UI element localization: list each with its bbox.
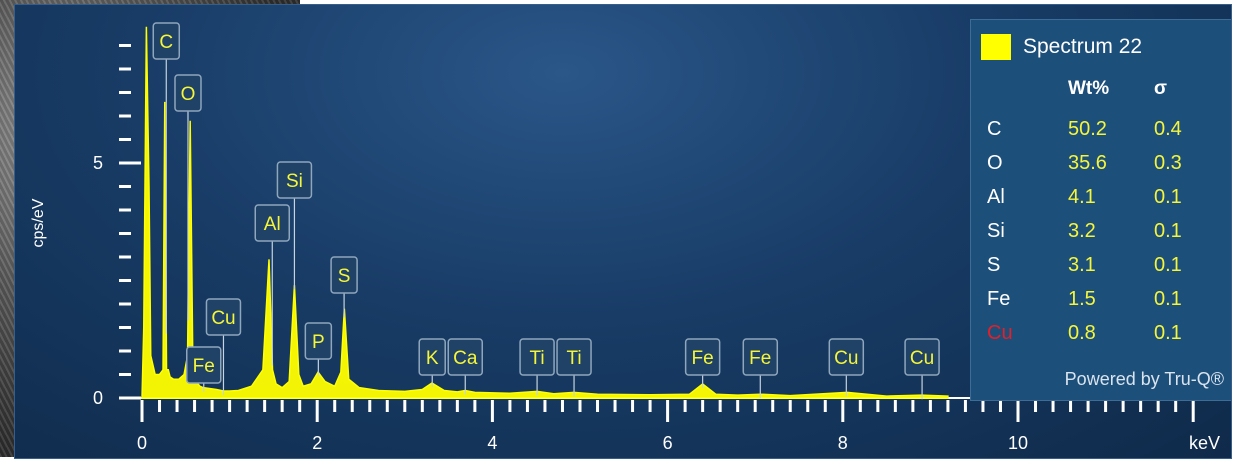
legend-element: Cu <box>987 322 1013 344</box>
peak-label-box <box>330 256 358 294</box>
peak-label: Si <box>286 171 303 192</box>
legend-element: O <box>987 152 1003 174</box>
legend-swatch <box>981 34 1011 60</box>
spectrum-plot-panel: 0 5 cps/eV 0 2 4 6 8 10 keV C O Fe Cu Al Si P S K Ca Ti Ti Fe F… <box>14 4 1232 459</box>
legend-element: Al <box>987 186 1005 208</box>
peak-label: Fe <box>193 356 215 377</box>
legend-sigma-value: 0.1 <box>1154 322 1182 344</box>
spectrum-series <box>141 26 949 399</box>
peak-label: Ti <box>566 348 581 369</box>
legend-element: Fe <box>987 288 1011 310</box>
legend-sigma-value: 0.4 <box>1154 118 1182 140</box>
legend-wt-value: 0.8 <box>1068 322 1096 344</box>
peak-label-box <box>684 338 721 376</box>
x-tick-label: 6 <box>663 433 673 453</box>
peak-label-box <box>556 338 592 376</box>
x-tick-label: 8 <box>838 433 848 453</box>
legend-row: S 3.1 0.1 <box>971 254 1231 288</box>
peak-label: S <box>338 266 351 287</box>
legend-wt-value: 1.5 <box>1068 288 1096 310</box>
x-tick-label: 4 <box>487 433 497 453</box>
peak-label: Cu <box>834 348 858 369</box>
legend-sigma-value: 0.1 <box>1154 254 1182 276</box>
legend-sigma-value: 0.1 <box>1154 186 1182 208</box>
y-axis-title: cps/eV <box>30 198 47 247</box>
peak-label-box <box>152 22 181 60</box>
powered-by-text: Powered by Tru-Q® <box>1064 369 1224 389</box>
legend-header-sigma: σ <box>1154 78 1167 99</box>
peak-label-box <box>205 298 242 336</box>
peak-label: P <box>312 332 325 353</box>
peak-label-box <box>519 338 555 376</box>
y-tick-label: 5 <box>93 153 103 173</box>
x-tick-label: 2 <box>312 433 322 453</box>
legend-element: Si <box>987 220 1005 242</box>
legend-wt-value: 35.6 <box>1068 152 1107 174</box>
peak-label: Ti <box>530 348 545 369</box>
peak-label: Al <box>264 214 281 235</box>
legend-sigma-value: 0.3 <box>1154 152 1182 174</box>
peak-label-box <box>828 338 865 376</box>
peak-label: Cu <box>910 348 934 369</box>
legend-row: Fe 1.5 0.1 <box>971 288 1231 322</box>
legend-row: O 35.6 0.3 <box>971 152 1231 186</box>
peak-label-box <box>304 322 333 360</box>
peak-label-box <box>254 204 291 242</box>
peak-label: O <box>181 84 196 105</box>
legend-element: C <box>987 118 1002 140</box>
legend-row: Al 4.1 0.1 <box>971 186 1231 220</box>
legend-wt-value: 3.1 <box>1068 254 1096 276</box>
legend-row: Cu 0.8 0.1 <box>971 322 1231 356</box>
peak-label: Cu <box>211 308 235 329</box>
y-tick-label: 0 <box>93 388 103 408</box>
legend-sigma-value: 0.1 <box>1154 288 1182 310</box>
peak-label: Fe <box>692 348 714 369</box>
x-tick-label: 0 <box>137 433 147 453</box>
peak-label-box <box>742 338 779 376</box>
legend-row: Si 3.2 0.1 <box>971 220 1231 254</box>
legend-header-wt: Wt% <box>1068 78 1110 99</box>
peak-label-box <box>174 74 202 112</box>
peak-label-box <box>904 338 940 376</box>
legend-sigma-value: 0.1 <box>1154 220 1182 242</box>
peak-label-box <box>186 346 222 384</box>
peak-label: K <box>426 348 439 369</box>
legend-spectrum-name: Spectrum 22 <box>1023 35 1143 58</box>
peak-label-box <box>447 338 483 376</box>
peak-label-box <box>276 161 313 199</box>
legend-panel: Spectrum 22 Wt% σ C 50.2 0.4 O 35.6 0.3 Al 4.1 0… <box>970 19 1231 401</box>
legend-element: S <box>987 254 1001 276</box>
legend-wt-value: 50.2 <box>1068 118 1107 140</box>
legend-wt-value: 4.1 <box>1068 186 1096 208</box>
peak-label: C <box>159 32 173 53</box>
x-axis-title: keV <box>1189 433 1220 453</box>
peak-label: Ca <box>453 348 478 369</box>
x-tick-label: 10 <box>1008 433 1028 453</box>
peak-label: Fe <box>749 348 771 369</box>
legend-row: C 50.2 0.4 <box>971 118 1231 152</box>
peak-label-box <box>418 338 446 376</box>
legend-wt-value: 3.2 <box>1068 220 1096 242</box>
